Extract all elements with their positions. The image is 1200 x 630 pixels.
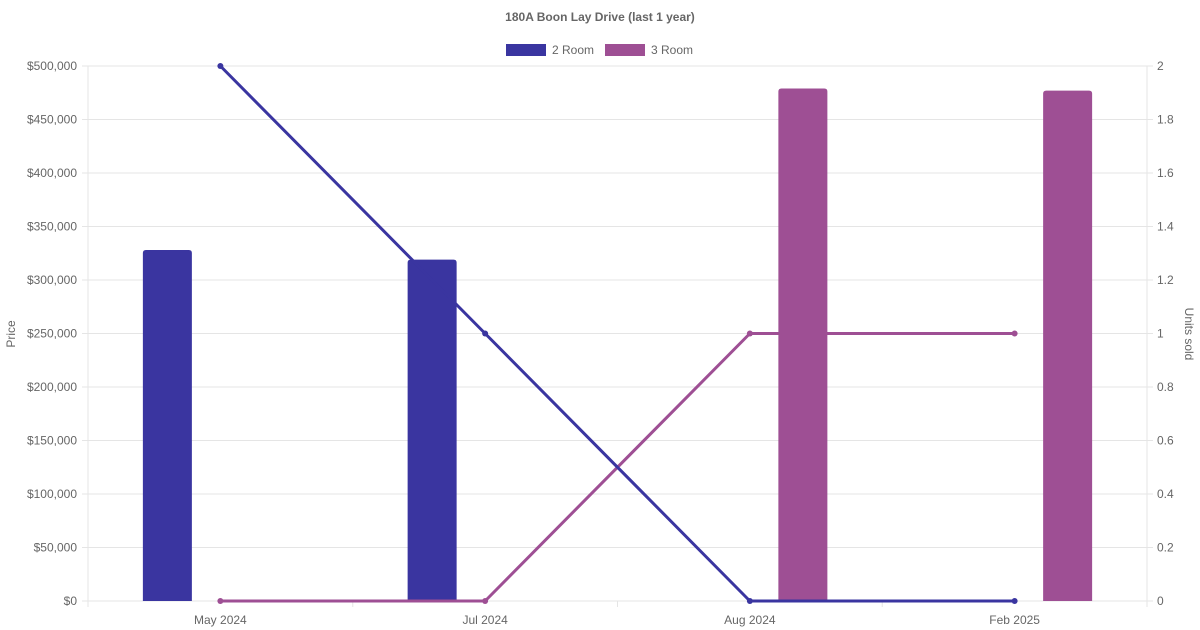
x-tick-label: May 2024 — [194, 613, 247, 627]
legend-swatch — [506, 44, 546, 56]
legend-label: 3 Room — [651, 43, 693, 57]
right-tick-label: 0.6 — [1157, 434, 1174, 448]
left-axis-ticks: $0 $50,000 $100,000 $150,000 $200,000 $250,00… — [27, 59, 77, 608]
legend-item[interactable]: 3 Room — [605, 43, 693, 57]
right-tick-label: 1.6 — [1157, 166, 1174, 180]
left-tick-label: $50,000 — [34, 541, 78, 555]
legend: 2 Room 3 Room — [506, 43, 693, 57]
left-tick-label: $150,000 — [27, 434, 77, 448]
legend-swatch — [605, 44, 645, 56]
left-tick-label: $0 — [64, 594, 78, 608]
right-tick-label: 0.8 — [1157, 380, 1174, 394]
left-tick-label: $250,000 — [27, 327, 77, 341]
point-2-room — [482, 330, 489, 337]
bar-2-room — [407, 259, 457, 601]
right-tick-label: 1.4 — [1157, 220, 1174, 234]
point-3-room — [217, 598, 224, 604]
left-tick-label: $450,000 — [27, 113, 77, 127]
legend-item[interactable]: 2 Room — [506, 43, 594, 57]
left-tick-label: $400,000 — [27, 166, 77, 180]
units-lines — [217, 63, 1018, 604]
bar-2-room — [142, 250, 192, 602]
point-3-room — [482, 598, 489, 604]
bar-3-room — [778, 88, 828, 602]
x-axis-ticks: May 2024 Jul 2024 Aug 2024 Feb 2025 — [194, 613, 1040, 627]
left-tick-label: $200,000 — [27, 380, 77, 394]
right-tick-label: 0.4 — [1157, 487, 1174, 501]
x-tick-label: Feb 2025 — [989, 613, 1040, 627]
point-3-room — [1011, 330, 1018, 337]
line-2-room — [219, 64, 1015, 603]
left-tick-label: $100,000 — [27, 487, 77, 501]
right-tick-label: 0 — [1157, 594, 1164, 608]
right-tick-label: 1 — [1157, 327, 1164, 341]
right-tick-label: 1.8 — [1157, 113, 1174, 127]
right-tick-label: 0.2 — [1157, 541, 1174, 555]
x-tick-label: Jul 2024 — [462, 613, 508, 627]
left-tick-label: $350,000 — [27, 220, 77, 234]
point-2-room — [1011, 598, 1018, 604]
right-axis-title: Units sold — [1182, 308, 1196, 361]
x-tick-label: Aug 2024 — [724, 613, 776, 627]
price-bars — [142, 88, 1093, 602]
point-2-room — [746, 598, 753, 604]
right-tick-label: 1.2 — [1157, 273, 1174, 287]
point-3-room — [746, 330, 753, 337]
left-tick-label: $300,000 — [27, 273, 77, 287]
point-2-room — [217, 63, 224, 69]
grid-lines — [82, 65, 1153, 607]
right-tick-label: 2 — [1157, 59, 1164, 73]
left-axis-title: Price — [4, 320, 18, 348]
legend-label: 2 Room — [552, 43, 594, 57]
chart-title: 180A Boon Lay Drive (last 1 year) — [505, 10, 695, 24]
left-tick-label: $500,000 — [27, 59, 77, 73]
bar-3-room — [1043, 90, 1093, 602]
right-axis-ticks: 0 0.2 0.4 0.6 0.8 1 1.2 1.4 1.6 1.8 2 — [1157, 59, 1174, 608]
